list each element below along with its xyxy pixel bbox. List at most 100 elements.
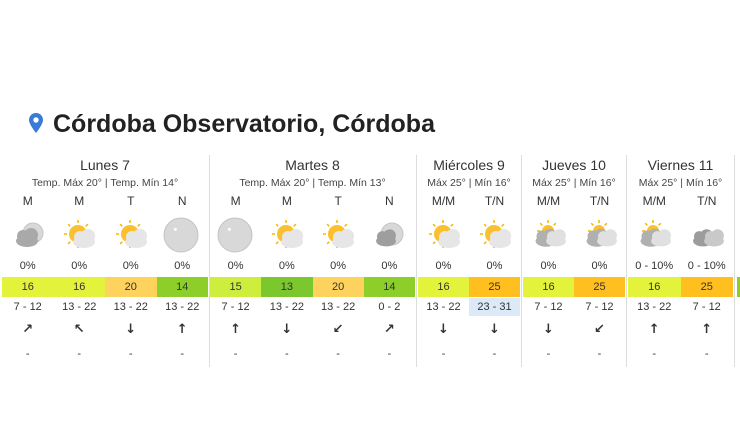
gust: - bbox=[25, 348, 30, 360]
precipitation: 0% bbox=[19, 260, 36, 272]
cloud bbox=[376, 229, 397, 247]
wind-speed: 13 - 22 bbox=[321, 301, 356, 313]
icon-graphic bbox=[323, 220, 355, 248]
precipitation: 0% bbox=[122, 260, 139, 272]
temp-summary: Máx 25° | Mín 16° bbox=[427, 177, 511, 189]
period-label: M/M bbox=[642, 194, 666, 208]
gust: - bbox=[441, 348, 446, 360]
temp-summary: Máx 25° | Mín 16° bbox=[638, 177, 723, 189]
icon-graphic bbox=[692, 229, 724, 247]
icon-graphic bbox=[376, 222, 404, 247]
weather-icon bbox=[528, 215, 570, 255]
temp-summary: Temp. Máx 20° | Temp. Mín 14° bbox=[31, 177, 179, 189]
precipitation: 0% bbox=[381, 260, 398, 272]
precipitation: 0% bbox=[71, 260, 88, 272]
icon-graphic bbox=[217, 217, 253, 253]
period-label: N bbox=[385, 194, 394, 208]
temperature: 13 bbox=[261, 277, 313, 297]
icon-graphic bbox=[535, 220, 566, 247]
wind-direction: ↓ bbox=[489, 322, 500, 337]
wind-speed: 13 - 22 bbox=[637, 301, 672, 313]
weather-icon bbox=[686, 215, 728, 255]
period-label: T bbox=[334, 194, 342, 208]
wind-direction: ↖ bbox=[73, 322, 85, 337]
gust: - bbox=[387, 348, 392, 360]
temperature: 25 bbox=[574, 277, 625, 297]
gust: - bbox=[546, 348, 551, 360]
wind-direction: ↗ bbox=[383, 322, 395, 337]
day-name: Viernes 11 bbox=[647, 157, 714, 173]
wind-direction: ↑ bbox=[701, 322, 713, 337]
icon-graphic bbox=[15, 222, 44, 247]
wind-direction: ↑ bbox=[230, 322, 242, 337]
wind-direction: ↑ bbox=[648, 322, 660, 337]
column-separator bbox=[209, 155, 210, 367]
gust: - bbox=[704, 348, 709, 360]
temperature: 20 bbox=[312, 277, 364, 297]
precipitation: 0 - 10% bbox=[635, 260, 674, 272]
temperature: 25 bbox=[469, 277, 520, 297]
column-separator bbox=[626, 155, 627, 367]
weather-icon bbox=[423, 215, 465, 255]
wind-direction: ↓ bbox=[125, 322, 137, 337]
gust: - bbox=[285, 348, 289, 360]
weather-icon bbox=[474, 215, 516, 255]
gust: - bbox=[128, 348, 133, 360]
weather-icon bbox=[58, 215, 100, 255]
period-label: T/N bbox=[697, 194, 717, 208]
temperature: 15 bbox=[210, 277, 262, 297]
weather-icon bbox=[579, 215, 621, 255]
wind-direction: ↓ bbox=[281, 322, 293, 337]
wind-speed: 0 - 2 bbox=[378, 301, 401, 313]
temperature: 14 bbox=[363, 277, 415, 297]
gust: - bbox=[336, 348, 340, 360]
location-icon bbox=[29, 113, 43, 133]
icon-graphic bbox=[271, 220, 303, 248]
wind-speed: 7 - 12 bbox=[692, 301, 721, 313]
precipitation: 0% bbox=[540, 260, 557, 272]
icon-graphic bbox=[479, 220, 511, 248]
period-label: M/M bbox=[536, 194, 561, 208]
weather-icon bbox=[266, 215, 308, 255]
precipitation: 0% bbox=[330, 260, 347, 272]
weather-icon bbox=[215, 215, 257, 255]
cloud bbox=[15, 228, 38, 247]
icon-graphic bbox=[64, 220, 96, 248]
column-separator bbox=[521, 155, 522, 367]
period-label: T/N bbox=[589, 194, 610, 208]
gust: - bbox=[77, 348, 82, 360]
period-label: M bbox=[230, 194, 241, 208]
cloud bbox=[332, 229, 355, 248]
weather-icon bbox=[110, 215, 152, 255]
wind-speed: 13 - 22 bbox=[165, 301, 200, 313]
temperature: 14 bbox=[156, 277, 208, 297]
temperature: 25 bbox=[680, 277, 733, 297]
gust: - bbox=[180, 348, 185, 360]
cloud bbox=[651, 229, 672, 247]
period-label: M bbox=[22, 194, 33, 208]
icon-graphic bbox=[163, 217, 199, 253]
temperature: 16 bbox=[2, 277, 54, 297]
wind-speed: 7 - 12 bbox=[13, 301, 42, 313]
weather-icon bbox=[317, 215, 359, 255]
column-separator bbox=[734, 155, 735, 367]
wind-direction: ↑ bbox=[176, 322, 188, 337]
wind-speed: 13 - 22 bbox=[269, 301, 304, 313]
period-label: T bbox=[127, 194, 135, 208]
temperature: 16 bbox=[418, 277, 469, 297]
cloud bbox=[124, 229, 147, 248]
wind-speed: 13 - 22 bbox=[426, 301, 461, 313]
wind-speed: 13 - 22 bbox=[62, 301, 97, 313]
precipitation: 0% bbox=[227, 260, 244, 272]
moon bbox=[217, 217, 253, 253]
wind-speed: 7 - 12 bbox=[534, 301, 563, 313]
precipitation: 0% bbox=[591, 260, 608, 272]
icon-graphic bbox=[586, 220, 617, 247]
day-name: Jueves 10 bbox=[542, 157, 606, 173]
icon-graphic bbox=[428, 220, 460, 248]
wind-speed: 23 - 31 bbox=[469, 298, 520, 316]
cloud bbox=[703, 229, 724, 247]
gust: - bbox=[652, 348, 657, 360]
wind-speed: 13 - 22 bbox=[113, 301, 148, 313]
